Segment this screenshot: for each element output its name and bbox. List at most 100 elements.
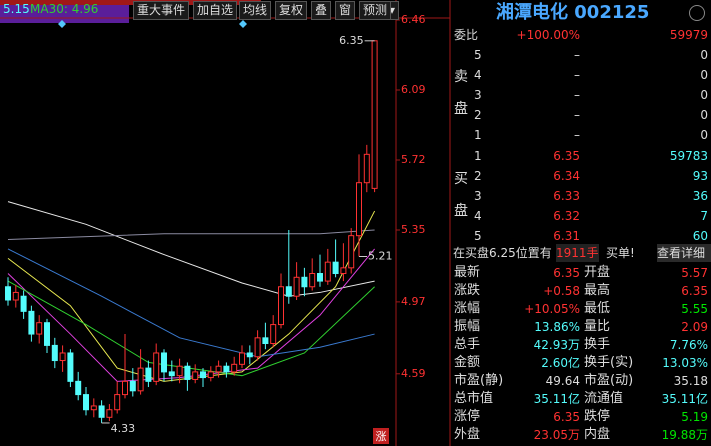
candle-body: [75, 380, 82, 396]
y-tick-label: 5.72: [401, 153, 426, 166]
price: 6.31: [553, 229, 580, 243]
stat-label: 最低: [584, 301, 611, 316]
stat-value: 35.11亿: [661, 392, 708, 406]
candle-body: [83, 394, 89, 411]
toolbar-button[interactable]: 预测: [359, 1, 392, 20]
stat-value: 5.57: [681, 266, 708, 280]
limit-badge: 涨: [376, 430, 387, 443]
candle-body: [278, 286, 284, 326]
ratio-label: 委比: [454, 28, 479, 42]
candle-body: [184, 365, 191, 380]
toolbar-button[interactable]: 窗: [335, 1, 356, 20]
sell-label: 卖: [454, 69, 468, 85]
candle-body: [270, 324, 277, 345]
volume: 0: [700, 108, 708, 122]
stat-value: 35.18: [673, 374, 708, 388]
stat-value: 6.35: [681, 284, 708, 298]
candle-body: [137, 367, 144, 392]
toolbar-button[interactable]: 重大事件: [133, 1, 190, 20]
annotation: 4.33: [111, 422, 136, 435]
candle-body: [363, 153, 370, 184]
candle-body: [12, 291, 19, 301]
separator: [0, 2, 261, 3]
price: –: [574, 68, 580, 82]
volume: 0: [700, 68, 708, 82]
candle-body: [122, 380, 128, 396]
price: –: [574, 88, 580, 102]
volume: 7: [700, 209, 708, 223]
stat-value: 5.19: [681, 410, 708, 424]
candle-body: [28, 310, 35, 335]
candle-body: [293, 276, 300, 297]
candle-body: [129, 380, 136, 392]
level: 5: [474, 48, 482, 62]
stat-label: 换手: [584, 337, 611, 352]
level: 2: [474, 108, 482, 122]
level: 3: [474, 189, 482, 203]
settings-icon[interactable]: [689, 5, 705, 21]
stat-value: 5.55: [681, 302, 708, 316]
toolbar-button[interactable]: 均线: [239, 1, 272, 20]
candle-body: [106, 409, 113, 418]
volume: 0: [700, 128, 708, 142]
stat-label: 振幅: [454, 319, 481, 334]
level: 4: [474, 68, 482, 82]
ma-line: [7, 229, 375, 240]
sell-label: 盘: [454, 101, 468, 117]
toolbar-button[interactable]: 复权: [275, 1, 308, 20]
level: 5: [474, 229, 482, 243]
buy-label: 盘: [454, 203, 468, 219]
stat-value: 19.88万: [661, 428, 708, 442]
candle-body: [301, 276, 308, 288]
candle-body: [262, 337, 269, 345]
candle-body: [207, 371, 214, 379]
stat-label: 量比: [584, 319, 611, 334]
stat-value: 13.86%: [534, 320, 580, 334]
candle-body: [98, 405, 105, 418]
ratio-value: +100.00%: [516, 28, 580, 42]
candle-body: [90, 405, 97, 411]
candle-body: [356, 182, 362, 237]
stat-value: 6.35: [553, 410, 580, 424]
candle-body: [309, 273, 316, 288]
toolbar-button[interactable]: 叠: [311, 1, 332, 20]
candle-body: [285, 286, 292, 297]
stat-value: 23.05万: [533, 428, 580, 442]
stat-label: 跌停: [584, 409, 611, 424]
y-tick-label: 5.35: [401, 223, 426, 236]
stat-label: 外盘: [454, 427, 481, 442]
stock-title: 湘潭电化 002125: [496, 2, 650, 23]
stat-label: 最新: [454, 265, 481, 280]
candle-body: [176, 365, 183, 377]
volume: 93: [692, 169, 708, 183]
candle-body: [332, 261, 339, 275]
stat-label: 总市值: [454, 391, 494, 406]
stat-value: 35.11亿: [533, 392, 580, 406]
level: 3: [474, 88, 482, 102]
candle-body: [44, 322, 50, 346]
notice-amount: 1911手: [556, 244, 599, 262]
candle-body: [114, 394, 121, 411]
stat-value: 2.60亿: [541, 356, 580, 370]
volume: 59783: [669, 149, 708, 163]
candle-body: [317, 273, 323, 282]
volume: 0: [700, 88, 708, 102]
candle-body: [36, 322, 43, 335]
toolbar-button[interactable]: 加自选: [193, 1, 238, 20]
stat-label: 涨幅: [454, 301, 481, 316]
volume: 60: [692, 229, 708, 243]
price: 6.35: [553, 149, 580, 163]
stat-label: 市盈(动): [584, 373, 634, 388]
candle-body: [348, 235, 355, 269]
separator: [0, 0, 261, 1]
separator: [0, 4, 261, 5]
notice-suffix: 买单!: [606, 246, 635, 260]
ma-line: [7, 201, 375, 297]
price: 6.33: [553, 189, 580, 203]
candle-body: [231, 363, 238, 373]
volume: 0: [700, 48, 708, 62]
price: –: [574, 108, 580, 122]
notice-link[interactable]: 查看详细: [657, 244, 711, 262]
stat-label: 换手(实): [584, 355, 634, 370]
